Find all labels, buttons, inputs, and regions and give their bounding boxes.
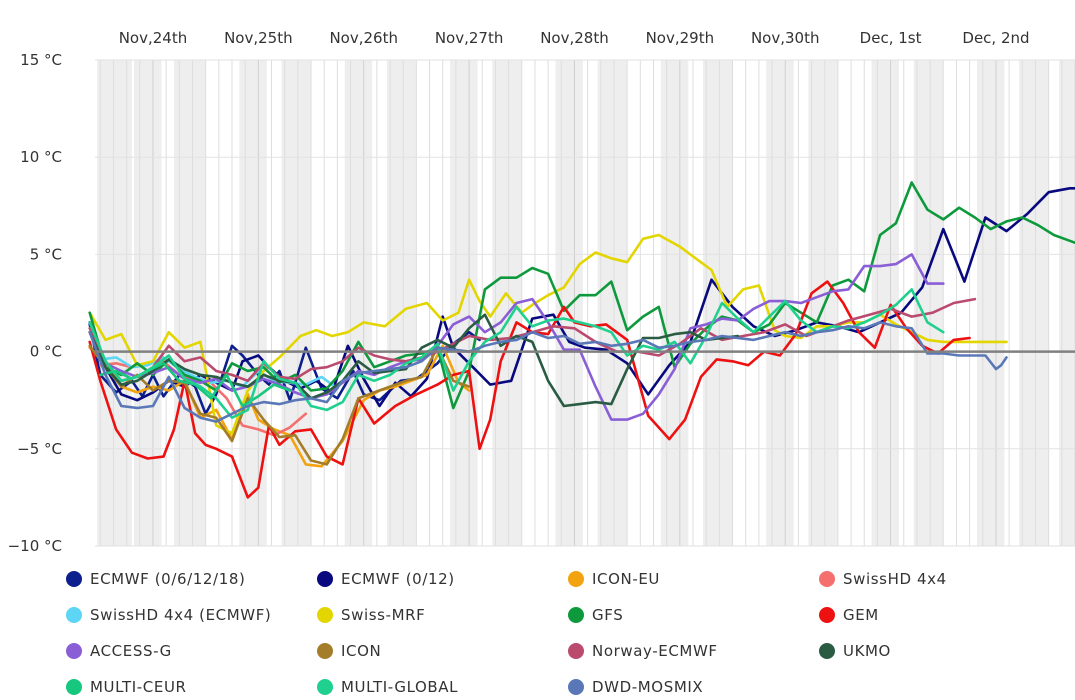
legend-item[interactable]: DWD-MOSMIX	[568, 675, 703, 699]
y-tick-label: −10 °C	[8, 537, 62, 555]
legend-label: Norway-ECMWF	[592, 642, 718, 660]
x-tick-label: Dec, 2nd	[962, 29, 1029, 47]
legend-swatch	[819, 571, 835, 587]
legend-swatch	[819, 643, 835, 659]
y-tick-label: 15 °C	[20, 51, 62, 69]
legend-label: ACCESS-G	[90, 642, 172, 660]
legend-label: MULTI-GLOBAL	[341, 678, 459, 696]
night-band-11	[660, 60, 689, 546]
night-band-15	[871, 60, 900, 546]
night-band-0	[97, 60, 132, 546]
legend-item[interactable]: Norway-ECMWF	[568, 639, 718, 663]
night-bands	[97, 60, 1075, 546]
legend-label: GEM	[843, 606, 879, 624]
series-line-icon	[88, 344, 471, 466]
x-tick-label: Nov,27th	[435, 29, 504, 47]
legend-swatch	[568, 571, 584, 587]
legend-swatch	[66, 607, 82, 623]
legend-swatch	[317, 607, 333, 623]
legend-swatch	[317, 679, 333, 695]
night-band-1	[133, 60, 162, 546]
night-band-4	[281, 60, 312, 546]
legend-label: GFS	[592, 606, 624, 624]
x-tick-label: Nov,26th	[329, 29, 398, 47]
legend-item[interactable]: MULTI-CEUR	[66, 675, 187, 699]
series-line-access-g	[88, 253, 945, 421]
legend-item[interactable]: SwissHD 4x4	[819, 567, 947, 591]
legend-swatch	[317, 571, 333, 587]
legend-label: UKMO	[843, 642, 891, 660]
night-band-5	[344, 60, 373, 546]
legend-label: ICON	[341, 642, 382, 660]
series-line-dwd-mosmix	[88, 321, 1008, 423]
legend-label: SwissHD 4x4	[843, 570, 947, 588]
legend-label: ECMWF (0/12)	[341, 570, 455, 588]
legend-item[interactable]: UKMO	[819, 639, 891, 663]
y-tick-label: 0 °C	[30, 343, 62, 361]
legend-item[interactable]: MULTI-GLOBAL	[317, 675, 458, 699]
legend-swatch	[568, 643, 584, 659]
legend-swatch	[568, 607, 584, 623]
series-line-ukmo	[88, 313, 740, 408]
night-band-2	[174, 60, 206, 546]
night-band-19	[1059, 60, 1075, 546]
legend-item[interactable]: Swiss-MRF	[317, 603, 425, 627]
night-band-17	[977, 60, 1005, 546]
chart-legend: ECMWF (0/6/12/18) ECMWF (0/12) ICON-EU Swis…	[60, 564, 1070, 700]
x-axis: Nov,24th Nov,25th Nov,26th Nov,27th Nov,28th…	[119, 29, 1030, 47]
legend-item[interactable]: ICON	[317, 639, 381, 663]
y-tick-label: 10 °C	[20, 148, 62, 166]
legend-label: Swiss-MRF	[341, 606, 426, 624]
x-tick-label: Dec, 1st	[860, 29, 922, 47]
legend-swatch	[568, 679, 584, 695]
series-line-norway-ecmwf	[88, 297, 977, 383]
y-axis: 15 °C 10 °C 5 °C 0 °C −5 °C −10 °C	[8, 51, 62, 555]
night-band-6	[386, 60, 417, 546]
night-band-13	[766, 60, 794, 546]
series-line-gfs	[88, 181, 1075, 410]
series-line-gem	[88, 280, 971, 499]
night-band-12	[703, 60, 733, 546]
x-tick-label: Nov,28th	[540, 29, 609, 47]
series-line-multi-global	[88, 288, 945, 420]
night-band-14	[808, 60, 838, 546]
x-tick-label: Nov,24th	[119, 29, 188, 47]
legend-label: MULTI-CEUR	[90, 678, 187, 696]
legend-item[interactable]: ICON-EU	[568, 567, 660, 591]
x-tick-label: Nov,25th	[224, 29, 293, 47]
legend-label: ECMWF (0/6/12/18)	[90, 570, 246, 588]
x-tick-label: Nov,29th	[646, 29, 715, 47]
legend-swatch	[819, 607, 835, 623]
series-lines	[88, 181, 1075, 499]
legend-label: SwissHD 4x4 (ECMWF)	[90, 606, 272, 624]
legend-label: DWD-MOSMIX	[592, 678, 704, 696]
legend-swatch	[66, 679, 82, 695]
temperature-chart: 15 °C10 °C5 °C0 °C−5 °C−10 °C Nov,24th No…	[8, 29, 1075, 555]
night-band-3	[239, 60, 267, 546]
legend-item[interactable]: SwissHD 4x4 (ECMWF)	[66, 603, 271, 627]
legend-item[interactable]: GFS	[568, 603, 623, 627]
legend-item[interactable]: ECMWF (0/6/12/18)	[66, 567, 245, 591]
legend-item[interactable]: ECMWF (0/12)	[317, 567, 455, 591]
night-band-10	[597, 60, 628, 546]
night-band-7	[450, 60, 478, 546]
y-tick-label: 5 °C	[30, 245, 62, 263]
legend-item[interactable]: ACCESS-G	[66, 639, 172, 663]
legend-swatch	[66, 643, 82, 659]
night-band-18	[1019, 60, 1049, 546]
legend-item[interactable]: GEM	[819, 603, 879, 627]
grid-lines	[95, 59, 1075, 547]
y-tick-label: −5 °C	[17, 440, 62, 458]
legend-label: ICON-EU	[592, 570, 660, 588]
x-tick-label: Nov,30th	[751, 29, 820, 47]
legend-swatch	[66, 571, 82, 587]
legend-swatch	[317, 643, 333, 659]
